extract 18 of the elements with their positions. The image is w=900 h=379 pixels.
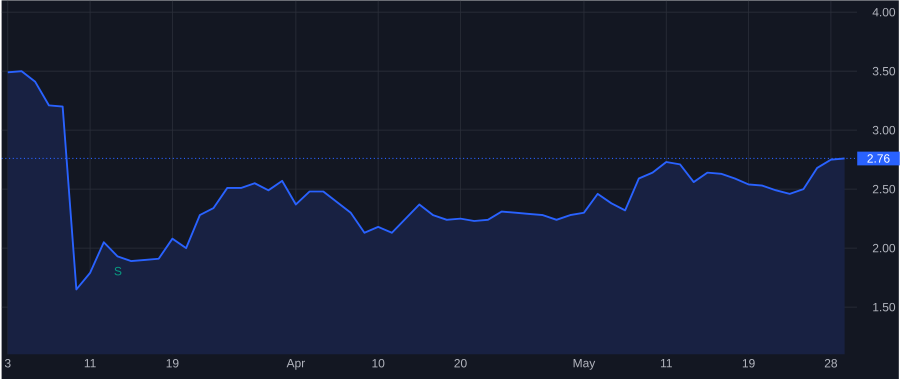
x-tick-label: 20 [454,358,467,368]
y-tick-label: 3.50 [872,66,896,76]
y-tick-label: 4.00 [872,8,896,16]
x-tick-label: 28 [824,358,838,368]
x-tick-label: 11 [660,358,672,368]
annotation: S [114,266,122,276]
x-tick-label: 10 [372,358,384,368]
x-tick-label: 11 [84,358,96,368]
x-tick-label: Apr [286,358,305,370]
y-tick-label: 3.00 [872,126,896,134]
x-tick-label: 19 [166,358,178,368]
y-tick-label: 1.50 [873,302,896,312]
ref-line-label: 2.76 [867,154,890,163]
x-tick-label: 19 [742,358,755,368]
x-tick-label: 3 [4,358,11,368]
x-tick-label: May [574,358,596,370]
y-tick-label: 2.50 [872,184,896,194]
y-tick-label: 2.00 [872,244,896,252]
